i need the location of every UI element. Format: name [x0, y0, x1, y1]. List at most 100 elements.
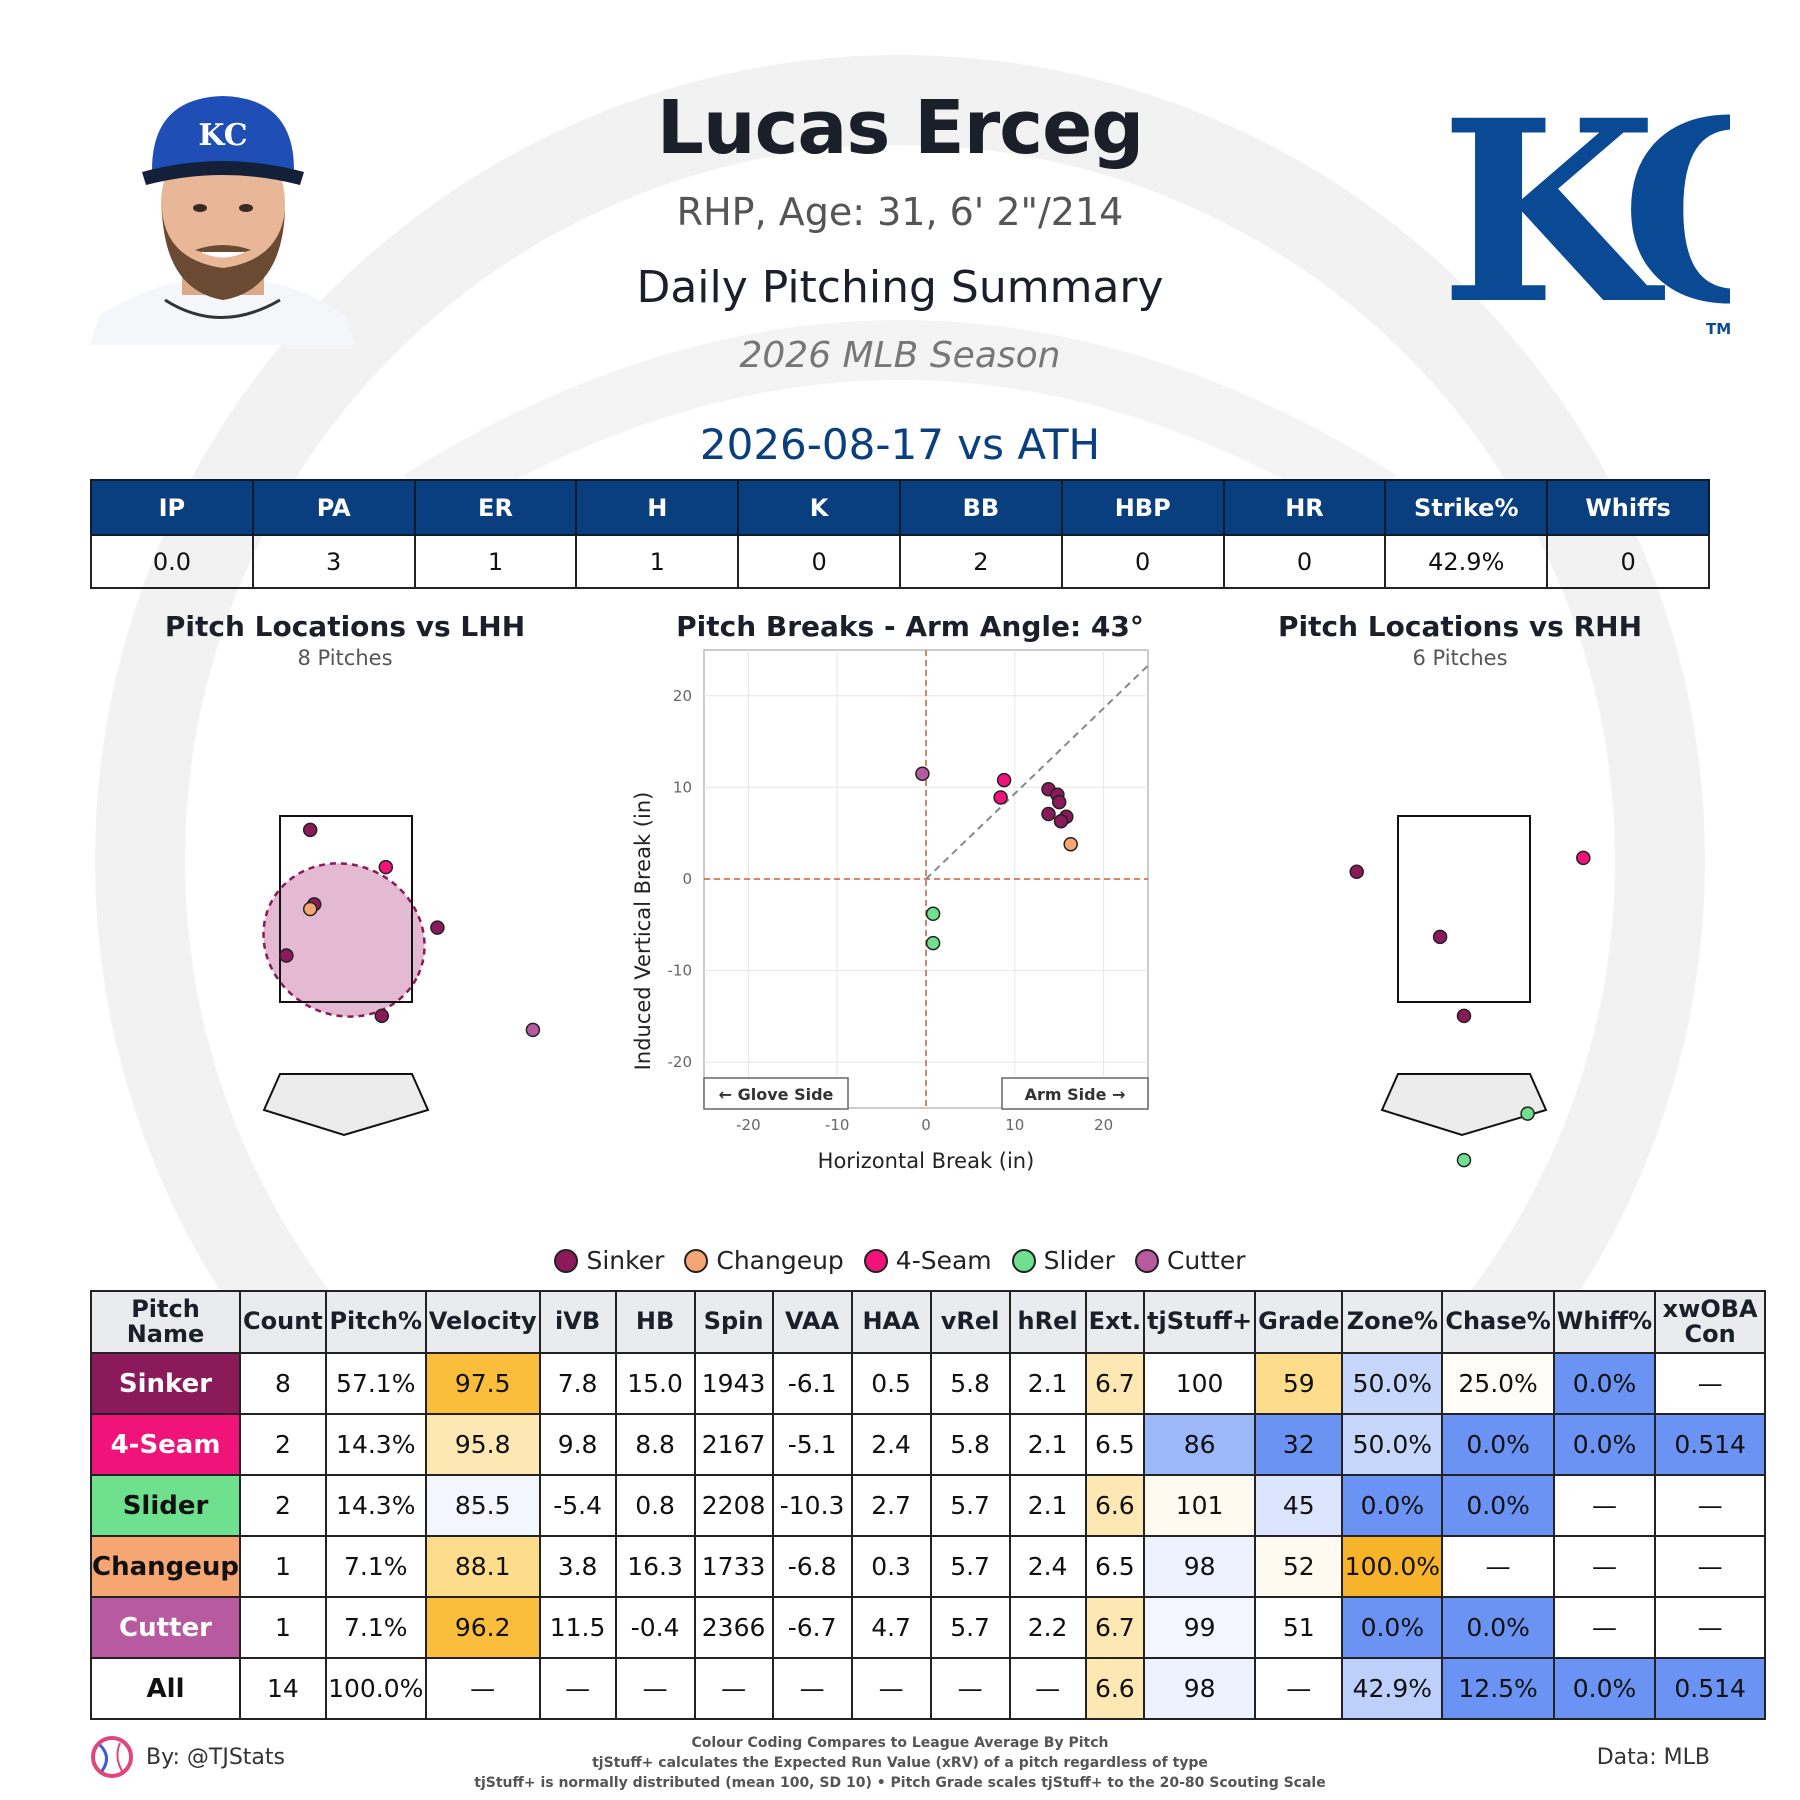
team-logo-text: KC [1440, 80, 1730, 340]
cell-haa: 2.7 [850, 1474, 932, 1537]
cell-count: 2 [239, 1413, 327, 1476]
game-title: 2026-08-17 vs ATH [699, 420, 1101, 469]
cell-velocity: 95.8 [424, 1413, 541, 1476]
game-stats-value-row: 0.0 3 1 1 0 2 0 0 42.9% 0 [90, 534, 1710, 589]
cell-velocity: 96.2 [424, 1596, 541, 1659]
footer-credit: By: @TJStats [90, 1735, 285, 1779]
rhh-point-sinker-1 [1432, 929, 1448, 945]
game-stat-value-pa: 3 [251, 534, 416, 589]
breaks-point-sinker-7 [1041, 806, 1056, 822]
cell-chase: 25.0% [1441, 1352, 1555, 1415]
cell-tjstuff: 86 [1143, 1413, 1257, 1476]
lhh-points-group [279, 822, 541, 1038]
cell-tjstuff: 98 [1143, 1657, 1257, 1720]
legend-item-changeup: Changeup [684, 1246, 844, 1275]
pitch-table-header-chase: Chase% [1441, 1290, 1555, 1354]
lhh-point-4-seam-5 [378, 859, 394, 875]
cell-tjstuff: 98 [1143, 1535, 1257, 1598]
game-stat-header-h: H [575, 479, 740, 536]
cell-vaa: -6.8 [771, 1535, 853, 1598]
cell-hrel: 2.1 [1008, 1413, 1087, 1476]
cell-count: 1 [239, 1596, 327, 1659]
cell-haa: — [850, 1657, 932, 1720]
cell-tjstuff: 101 [1143, 1474, 1257, 1537]
pitch-row-slider: Slider 2 14.3% 85.5 -5.4 0.8 2208 -10.3 2.7 5.7 2.… [89, 1474, 1767, 1537]
rhh-point-sinker-2 [1456, 1008, 1472, 1024]
legend-item-cutter: Cutter [1134, 1246, 1246, 1275]
legend-marker [684, 1248, 709, 1273]
pitch-row-changeup: Changeup 1 7.1% 88.1 3.8 16.3 1733 -6.8 0.3 5.7 2.… [89, 1535, 1767, 1598]
pitch-table-header-zone: Zone% [1341, 1290, 1444, 1354]
footer-note-3: tjStuff+ is normally distributed (mean 1… [474, 1775, 1326, 1791]
arm-side-label: Arm Side → [1025, 1085, 1126, 1104]
cell-ivb: 9.8 [538, 1413, 617, 1476]
legend-label: Changeup [716, 1246, 844, 1275]
glove-side-label: ← Glove Side [719, 1085, 834, 1104]
cell-hb: — [614, 1657, 696, 1720]
footer-source: Data: MLB [1596, 1745, 1710, 1770]
cell-chase: 0.0% [1441, 1596, 1555, 1659]
cell-tjstuff: 99 [1143, 1596, 1257, 1659]
season-label: 2026 MLB Season [739, 335, 1061, 376]
pitch-name-cell: Slider [89, 1474, 242, 1537]
breaks-y-tick-label: 0 [682, 870, 692, 888]
cell-spin: 1733 [693, 1535, 774, 1598]
cell-hrel: — [1008, 1657, 1087, 1720]
pitch-name-cell: 4-Seam [89, 1413, 242, 1476]
pitch-table-header-whiff: Whiff% [1552, 1290, 1657, 1354]
breaks-panel-title: Pitch Breaks - Arm Angle: 43° [676, 610, 1144, 643]
cell-hrel: 2.4 [1008, 1535, 1087, 1598]
pitch-table-header-ivb: iVB [538, 1290, 617, 1354]
breaks-points-group [915, 766, 1078, 951]
game-stat-value-hbp: 0 [1060, 534, 1225, 589]
rhh-point-4-seam-3 [1576, 850, 1591, 866]
cell-chase: 0.0% [1441, 1474, 1555, 1537]
cell-count: 14 [239, 1657, 327, 1720]
tjstats-logo-icon [91, 1736, 133, 1778]
cell-zone: 50.0% [1341, 1352, 1444, 1415]
breaks-point-changeup-9 [1063, 836, 1078, 852]
game-stat-value-k: 0 [737, 534, 901, 589]
rhh-points-group [1349, 850, 1591, 1168]
cell-hrel: 2.1 [1008, 1352, 1087, 1415]
lhh-location-chart [262, 815, 541, 1137]
cell-ext: 6.6 [1084, 1474, 1146, 1537]
rhh-point-slider-5 [1456, 1152, 1472, 1168]
arm-angle-line [925, 664, 1149, 880]
cell-haa: 2.4 [850, 1413, 932, 1476]
cell-vrel: 5.8 [929, 1352, 1011, 1415]
rhh-panel-subtitle: 6 Pitches [1412, 646, 1508, 670]
pitch-name-cell: All [89, 1657, 242, 1720]
game-stat-header-bb: BB [898, 479, 1063, 536]
cell-ext: 6.5 [1084, 1535, 1146, 1598]
rhh-location-chart [1349, 815, 1591, 1168]
cell-hrel: 2.2 [1008, 1596, 1087, 1659]
pitch-row-all: All 14 100.0% — — — — — — — —6.6 98—42.9% 12.5% 0.0% 0… [89, 1657, 1767, 1720]
game-stats-table: IP PA ER H K BB HBP HR Strike% Whiffs 0.0 3 1 1 0 2 0 0 4… [90, 479, 1710, 589]
game-stat-value-hr: 0 [1222, 534, 1387, 589]
lhh-point-sinker-0 [302, 822, 318, 838]
cell-pitch: 100.0% [324, 1657, 427, 1720]
arm-side-box [1001, 1077, 1149, 1110]
rhh-point-sinker-0 [1349, 864, 1364, 880]
game-stat-value-er: 1 [413, 534, 578, 589]
pitch-table-header-vrel: vRel [929, 1290, 1011, 1354]
cell-vaa: -6.1 [771, 1352, 853, 1415]
breaks-point-sinker-5 [1051, 794, 1067, 810]
breaks-point-sinker-8 [1053, 814, 1069, 829]
cell-hb: -0.4 [614, 1596, 696, 1659]
lhh-point-changeup-6 [302, 901, 318, 917]
cell-velocity: 88.1 [424, 1535, 541, 1598]
pitch-name-cell: Cutter [89, 1596, 242, 1659]
cell-chase: 12.5% [1441, 1657, 1555, 1720]
legend-label: Sinker [586, 1246, 665, 1275]
pitch-table-header-vaa: VAA [771, 1290, 853, 1354]
cell-velocity: 97.5 [424, 1352, 541, 1415]
breaks-y-tick-label: 10 [673, 778, 692, 796]
cell-chase: — [1441, 1535, 1555, 1598]
breaks-point-slider-11 [925, 935, 941, 951]
pitch-name-cell: Changeup [89, 1535, 242, 1598]
cell-zone: 50.0% [1341, 1413, 1444, 1476]
game-stat-header-pa: PA [251, 479, 416, 536]
pitch-row-sinker: Sinker 8 57.1% 97.5 7.8 15.0 1943 -6.1 0.5 5.8 2.1… [89, 1352, 1767, 1415]
